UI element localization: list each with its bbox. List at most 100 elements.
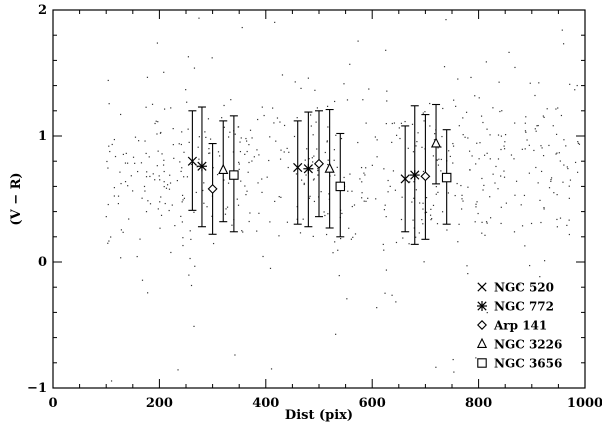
- background-dot: [226, 206, 229, 208]
- data-point-diamond: [207, 183, 218, 194]
- background-dot: [310, 114, 312, 116]
- y-axis-title: (V − R): [9, 172, 24, 225]
- background-dot: [475, 203, 477, 205]
- data-point-triangle: [324, 162, 335, 173]
- background-dot: [433, 139, 436, 141]
- background-dot: [408, 243, 410, 245]
- background-dot: [464, 136, 466, 138]
- background-dot: [395, 241, 398, 244]
- background-dot: [107, 167, 109, 169]
- background-dot: [385, 122, 387, 125]
- x-tick-label: 0: [48, 396, 57, 411]
- background-dot: [247, 171, 249, 173]
- background-dot: [189, 257, 191, 260]
- background-dot: [498, 81, 500, 83]
- background-dot: [185, 89, 187, 91]
- background-dot: [128, 218, 130, 220]
- background-dot: [550, 177, 553, 179]
- background-dot: [188, 141, 190, 143]
- background-dot: [343, 83, 345, 85]
- background-dot: [443, 66, 446, 68]
- background-dot: [578, 143, 581, 145]
- background-dot: [448, 150, 450, 152]
- background-dot: [317, 174, 319, 176]
- background-dot: [244, 185, 246, 187]
- data-point-diamond: [314, 158, 324, 169]
- background-dot: [404, 120, 406, 123]
- background-dot: [469, 169, 471, 171]
- background-dot: [523, 194, 526, 197]
- background-dot: [437, 164, 440, 166]
- background-dot: [447, 192, 449, 194]
- background-dot: [363, 172, 365, 174]
- background-dot: [145, 211, 148, 213]
- background-dot: [553, 192, 555, 194]
- background-dot: [230, 99, 232, 101]
- background-dot: [122, 153, 124, 156]
- background-dot: [401, 196, 403, 198]
- background-dot: [198, 158, 200, 160]
- background-dot: [212, 242, 215, 245]
- background-dot: [202, 189, 204, 192]
- background-dot: [263, 114, 265, 117]
- background-dot: [533, 149, 535, 152]
- y-tick-label: 1: [38, 129, 47, 144]
- background-dot: [237, 126, 240, 128]
- background-dot: [328, 193, 330, 195]
- legend-marker-asterisk: [477, 301, 487, 311]
- background-dot: [181, 194, 184, 196]
- background-dot: [324, 214, 326, 217]
- data-point-asterisk: [409, 170, 420, 181]
- background-dot: [332, 252, 334, 254]
- background-dot: [460, 184, 462, 187]
- background-dot: [108, 103, 110, 105]
- data-point-triangle: [218, 163, 229, 174]
- background-dot: [326, 105, 329, 107]
- background-dot: [555, 153, 557, 155]
- background-dot: [257, 118, 259, 121]
- background-dot: [160, 196, 162, 198]
- background-dot: [193, 325, 195, 327]
- x-tick-label: 800: [465, 396, 492, 411]
- background-dot: [279, 158, 282, 160]
- background-dot: [136, 255, 138, 258]
- background-dot: [180, 215, 182, 218]
- background-dot: [521, 225, 524, 227]
- background-dot: [317, 169, 319, 172]
- background-dot: [503, 176, 506, 178]
- background-dot: [413, 197, 415, 199]
- background-dot: [412, 151, 415, 153]
- background-dot: [288, 151, 290, 153]
- y-tick-label: −1: [27, 381, 47, 396]
- background-dot: [181, 167, 183, 169]
- background-dot: [338, 274, 340, 277]
- background-dot: [340, 137, 343, 140]
- background-dot: [475, 163, 477, 165]
- data-point-cross: [400, 174, 410, 184]
- background-dot: [110, 236, 112, 238]
- background-dot: [182, 244, 184, 247]
- background-dot: [149, 203, 152, 205]
- background-dot: [312, 134, 314, 136]
- background-dot: [574, 161, 577, 164]
- background-dot: [402, 237, 404, 239]
- background-dot: [154, 122, 156, 125]
- background-dot: [562, 43, 565, 45]
- background-dot: [529, 82, 531, 84]
- background-dot: [556, 218, 558, 221]
- background-dot: [486, 222, 488, 224]
- background-dot: [389, 185, 391, 187]
- background-dot: [236, 198, 238, 200]
- background-dot: [251, 160, 253, 162]
- background-dot: [489, 158, 491, 160]
- background-dot: [307, 77, 309, 79]
- background-dot: [490, 217, 492, 219]
- background-dot: [312, 179, 315, 181]
- background-dot: [569, 83, 571, 85]
- background-dot: [504, 141, 506, 143]
- background-dot: [421, 219, 423, 221]
- background-dot: [105, 216, 107, 218]
- background-dot: [568, 219, 570, 221]
- background-dot: [227, 182, 230, 184]
- background-dot: [544, 260, 546, 262]
